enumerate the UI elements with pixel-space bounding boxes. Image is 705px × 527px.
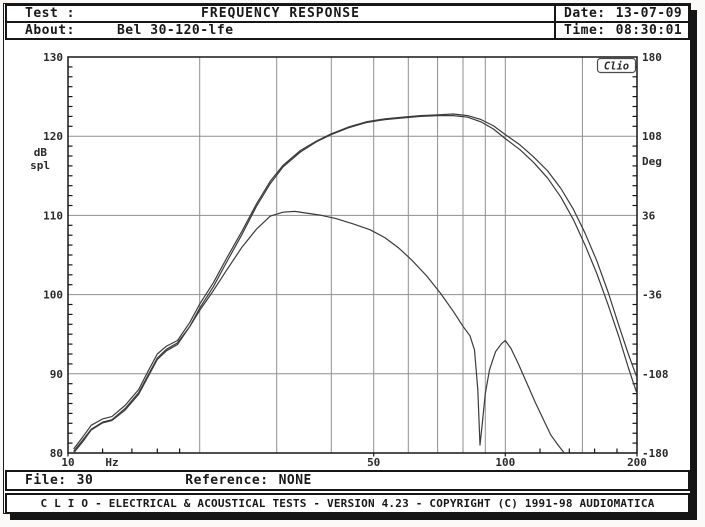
file-value: 30 [76,473,94,488]
y-right-tick-label: 180 [642,51,662,64]
x-tick-label: 100 [495,456,515,469]
window-shadow-bottom [10,513,697,520]
about-bar: About: Bel 30-120-lfe [5,21,556,40]
y-right-unit: Deg [642,155,662,168]
y-left-tick-label: 120 [43,130,63,143]
time-bar: Time: 08:30:01 [554,21,690,40]
y-right-tick-label: 108 [642,130,662,143]
svg-text:Clio: Clio [604,61,629,73]
horizontal-gridlines [68,135,637,375]
y-left-unit-line1: dB [34,146,48,159]
page-title: FREQUENCY RESPONSE [201,6,360,21]
y-right-tick-label: -36 [642,289,662,302]
x-axis-unit: Hz [105,456,118,469]
time-value: 08:30:01 [615,23,683,38]
y-left-tick-label: 80 [50,447,63,460]
x-tick-label: 200 [627,456,647,469]
curve-response-lowpass-lfe [73,210,565,453]
y-right-tick-label: -180 [642,447,669,460]
time-label: Time: [564,23,606,38]
file-bar: File: 30 Reference: NONE [5,470,690,491]
x-tick-label: 10 [61,456,74,469]
test-label: Test : [25,6,75,21]
response-curves [73,113,638,454]
y-right-axis-labels: 180 108 36 -36 -108 -180 Deg [642,51,669,460]
curve-response-upper [73,113,638,450]
status-bar: C L I O - ELECTRICAL & ACOUSTICAL TESTS … [5,493,690,514]
y-left-tick-label: 100 [43,289,63,302]
date-label: Date: [564,6,606,21]
y-right-tick-label: 36 [642,209,656,222]
y-left-unit-line2: spl [30,159,50,172]
y-right-tick-label: -108 [642,368,669,381]
about-label: About: [25,23,75,38]
curve-response-lower [73,114,638,454]
x-axis-labels: 10 50 100 200 Hz [61,456,647,469]
reference-value: NONE [278,473,312,488]
vertical-gridlines [199,57,583,453]
plot-background [68,57,637,453]
plot-border [67,56,638,454]
about-value: Bel 30-120-lfe [116,23,234,38]
x-tick-label: 50 [367,456,380,469]
status-text: C L I O - ELECTRICAL & ACOUSTICAL TESTS … [40,497,655,510]
y-left-tick-label: 90 [50,368,63,381]
window-shadow-right [690,10,697,518]
y-left-tick-label: 130 [43,51,63,64]
date-value: 13-07-09 [615,6,683,21]
file-label: File: [25,473,67,488]
reference-label: Reference: [185,473,269,488]
y-left-tick-label: 110 [43,209,63,222]
frequency-response-chart: 130 120 110 100 90 80 dB spl 180 108 36 -36 -108 -180… [0,41,705,473]
clio-logo: Clio [596,57,637,74]
